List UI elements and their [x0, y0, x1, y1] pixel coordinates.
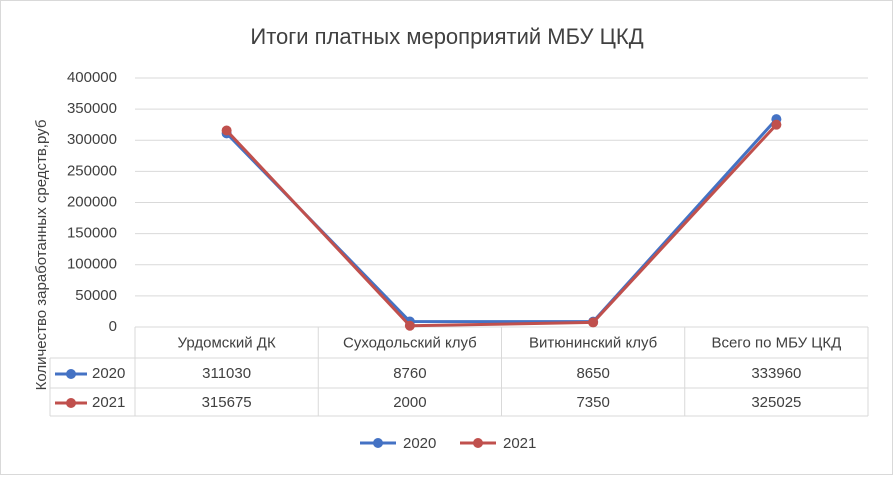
chart-title: Итоги платных мероприятий МБУ ЦКД [250, 24, 643, 49]
y-tick-label: 250000 [67, 162, 117, 179]
x-tick-label: Всего по МБУ ЦКД [711, 334, 841, 351]
legend-key [473, 438, 483, 448]
table-cell: 311030 [202, 365, 251, 382]
table-row-label: 2021 [92, 394, 125, 411]
series-line [225, 123, 778, 328]
y-tick-label: 200000 [67, 193, 117, 210]
y-axis-label: Количество заработанных средств,руб [33, 120, 50, 391]
x-tick-label: Урдомский ДК [178, 334, 276, 351]
data-point [588, 317, 599, 328]
table-cell: 2000 [393, 394, 426, 411]
y-tick-label: 350000 [67, 100, 117, 117]
data-point [221, 125, 232, 136]
legend-key [373, 438, 383, 448]
x-tick-label: Витюнинский клуб [529, 334, 657, 351]
table-cell: 8760 [393, 365, 426, 382]
y-tick-label: 300000 [67, 131, 117, 148]
y-tick-label: 0 [109, 318, 117, 335]
table-legend-key [66, 398, 76, 408]
table-cell: 325025 [751, 394, 801, 411]
x-tick-label: Суходольский клуб [343, 334, 477, 351]
table-cell: 315675 [202, 394, 252, 411]
table-cell: 333960 [751, 365, 801, 382]
y-tick-label: 100000 [67, 256, 117, 273]
legend-label: 2020 [403, 435, 436, 452]
y-tick-label: 400000 [67, 69, 117, 86]
table-legend-key [66, 369, 76, 379]
table-cell: 7350 [576, 394, 609, 411]
table-cell: 8650 [576, 365, 609, 382]
y-tick-label: 150000 [67, 225, 117, 242]
y-tick-label: 50000 [75, 287, 117, 304]
data-point [404, 320, 415, 331]
table-row-label: 2020 [92, 365, 125, 382]
data-point [771, 119, 782, 130]
legend-label: 2021 [503, 435, 536, 452]
